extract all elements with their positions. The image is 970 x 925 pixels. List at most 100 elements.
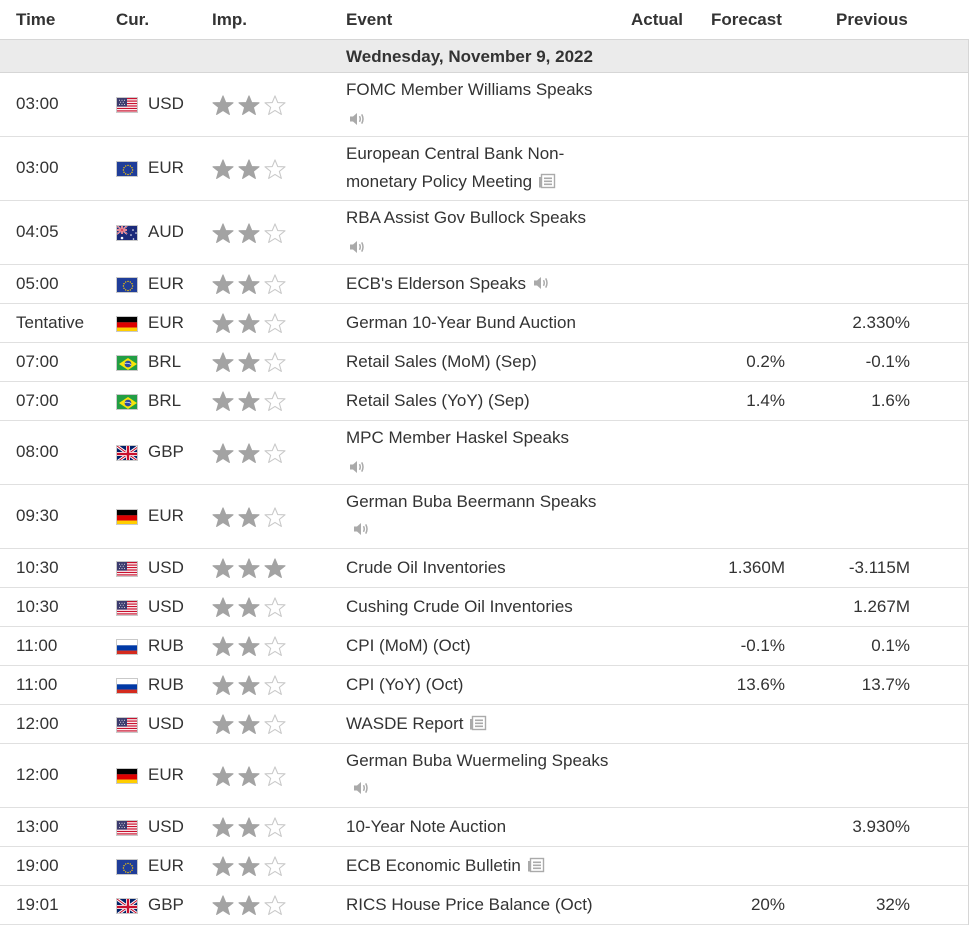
event-name-text[interactable]: MPC Member Haskel Speaks: [346, 428, 569, 447]
event-name[interactable]: WASDE Report: [346, 710, 616, 738]
table-row[interactable]: 11:00 RUB CPI (MoM) (Oct) -0.1% 0.1%: [0, 627, 968, 666]
table-row[interactable]: 07:00 BRL Retail Sales (YoY) (Sep) 1.4% 1.6%: [0, 382, 968, 421]
col-event-header[interactable]: Event: [346, 10, 393, 29]
col-time-header[interactable]: Time: [16, 10, 56, 29]
star-filled-icon: [238, 817, 260, 837]
star-filled-icon: [212, 856, 234, 876]
table-row[interactable]: 10:30 USD Cushing Crude Oil Inventories 1.2…: [0, 588, 968, 627]
document-icon[interactable]: [527, 854, 545, 873]
table-row[interactable]: 11:00 RUB CPI (YoY) (Oct) 13.6% 13.7%: [0, 666, 968, 705]
col-previous-header[interactable]: Previous: [836, 10, 908, 29]
star-empty-icon: [264, 313, 286, 333]
event-name-text[interactable]: German Buba Beermann Speaks: [346, 492, 597, 511]
importance-stars: [212, 223, 286, 243]
table-row[interactable]: 10:30 USD Crude Oil Inventories 1.360M -3.11…: [0, 549, 968, 588]
event-name-text[interactable]: Retail Sales (MoM) (Sep): [346, 352, 537, 371]
star-empty-icon: [264, 817, 286, 837]
event-name[interactable]: Crude Oil Inventories: [346, 554, 616, 582]
table-row[interactable]: 03:00 EUR European Central Bank Non-moneta…: [0, 137, 968, 201]
speaker-icon[interactable]: [352, 777, 370, 794]
us-flag: [116, 717, 138, 733]
event-previous: 0.1%: [871, 636, 910, 655]
event-name[interactable]: ECB's Elderson Speaks: [346, 270, 616, 298]
event-name[interactable]: German Buba Wuermeling Speaks: [346, 747, 616, 803]
event-name-text[interactable]: RICS House Price Balance (Oct): [346, 895, 593, 914]
event-name-text[interactable]: CPI (MoM) (Oct): [346, 636, 471, 655]
event-name[interactable]: Retail Sales (YoY) (Sep): [346, 387, 616, 415]
event-name-text[interactable]: WASDE Report: [346, 714, 464, 733]
event-name[interactable]: RICS House Price Balance (Oct): [346, 891, 616, 919]
event-name[interactable]: CPI (YoY) (Oct): [346, 671, 616, 699]
document-icon[interactable]: [538, 170, 556, 189]
table-row[interactable]: 07:00 BRL Retail Sales (MoM) (Sep) 0.2% -0.1…: [0, 343, 968, 382]
event-name[interactable]: FOMC Member Williams Speaks: [346, 76, 616, 125]
speaker-icon[interactable]: [352, 518, 370, 535]
event-currency: EUR: [148, 856, 184, 875]
table-row[interactable]: 09:30 EUR German Buba Beermann Speaks: [0, 485, 968, 549]
importance-stars: [212, 443, 286, 463]
event-name[interactable]: MPC Member Haskel Speaks: [346, 424, 616, 473]
star-filled-icon: [212, 507, 234, 527]
star-filled-icon: [238, 95, 260, 115]
document-icon[interactable]: [469, 712, 487, 731]
event-time: 07:00: [16, 352, 59, 371]
event-name-text[interactable]: RBA Assist Gov Bullock Speaks: [346, 208, 586, 227]
star-filled-icon: [238, 636, 260, 656]
star-filled-icon: [238, 558, 260, 578]
event-name[interactable]: German Buba Beermann Speaks: [346, 488, 616, 544]
table-row[interactable]: 08:00 GBP MPC Member Haskel Speaks: [0, 421, 968, 485]
table-row[interactable]: 12:00 EUR German Buba Wuermeling Speaks: [0, 744, 968, 808]
event-name-text[interactable]: Cushing Crude Oil Inventories: [346, 597, 573, 616]
speaker-icon[interactable]: [348, 456, 366, 473]
table-row[interactable]: 04:05 AUD RBA Assist Gov Bullock Speaks: [0, 201, 968, 265]
table-row[interactable]: 13:00 USD 10-Year Note Auction 3.930%: [0, 808, 968, 847]
br-flag: [116, 394, 138, 410]
event-name[interactable]: German 10-Year Bund Auction: [346, 309, 616, 337]
us-flag: [116, 561, 138, 577]
event-name[interactable]: 10-Year Note Auction: [346, 813, 616, 841]
event-time: 11:00: [16, 675, 58, 694]
event-name-text[interactable]: German Buba Wuermeling Speaks: [346, 751, 609, 770]
event-name[interactable]: European Central Bank Non-monetary Polic…: [346, 140, 616, 196]
col-forecast-header[interactable]: Forecast: [711, 10, 782, 29]
importance-stars: [212, 507, 286, 527]
table-row[interactable]: 19:01 GBP RICS House Price Balance (Oct) 20…: [0, 886, 968, 925]
event-name-text[interactable]: FOMC Member Williams Speaks: [346, 80, 593, 99]
importance-stars: [212, 856, 286, 876]
de-flag: [116, 316, 138, 332]
event-time: 13:00: [16, 817, 59, 836]
speaker-icon[interactable]: [348, 236, 366, 253]
event-name-text[interactable]: Crude Oil Inventories: [346, 558, 506, 577]
us-flag: [116, 97, 138, 113]
event-name-text[interactable]: Retail Sales (YoY) (Sep): [346, 391, 530, 410]
event-name-text[interactable]: ECB Economic Bulletin: [346, 856, 521, 875]
star-filled-icon: [238, 391, 260, 411]
table-row[interactable]: 19:00 EUR ECB Economic Bulletin: [0, 847, 968, 886]
event-name[interactable]: CPI (MoM) (Oct): [346, 632, 616, 660]
star-filled-icon: [212, 675, 234, 695]
event-name-text[interactable]: ECB's Elderson Speaks: [346, 274, 526, 293]
table-row[interactable]: Tentative EUR German 10-Year Bund Auction 2…: [0, 304, 968, 343]
event-name[interactable]: ECB Economic Bulletin: [346, 852, 616, 880]
event-name[interactable]: Retail Sales (MoM) (Sep): [346, 348, 616, 376]
importance-stars: [212, 352, 286, 372]
event-name-text[interactable]: European Central Bank Non-monetary Polic…: [346, 144, 565, 191]
col-actual-header[interactable]: Actual: [631, 10, 683, 29]
table-row[interactable]: 12:00 USD WASDE Report: [0, 705, 968, 744]
table-row[interactable]: 03:00 USD FOMC Member Williams Speaks: [0, 73, 968, 137]
event-name-text[interactable]: CPI (YoY) (Oct): [346, 675, 464, 694]
col-importance-header[interactable]: Imp.: [212, 10, 247, 29]
event-name[interactable]: Cushing Crude Oil Inventories: [346, 593, 616, 621]
event-name-text[interactable]: German 10-Year Bund Auction: [346, 313, 576, 332]
event-currency: USD: [148, 94, 184, 113]
speaker-icon[interactable]: [348, 108, 366, 125]
speaker-icon[interactable]: [532, 272, 550, 289]
event-time: 05:00: [16, 274, 59, 293]
star-empty-icon: [264, 274, 286, 294]
table-row[interactable]: 05:00 EUR ECB's Elderson Speaks: [0, 265, 968, 304]
date-separator: Wednesday, November 9, 2022: [0, 39, 968, 73]
event-name[interactable]: RBA Assist Gov Bullock Speaks: [346, 204, 616, 253]
col-currency-header[interactable]: Cur.: [116, 10, 150, 29]
event-name-text[interactable]: 10-Year Note Auction: [346, 817, 507, 836]
importance-stars: [212, 313, 286, 333]
